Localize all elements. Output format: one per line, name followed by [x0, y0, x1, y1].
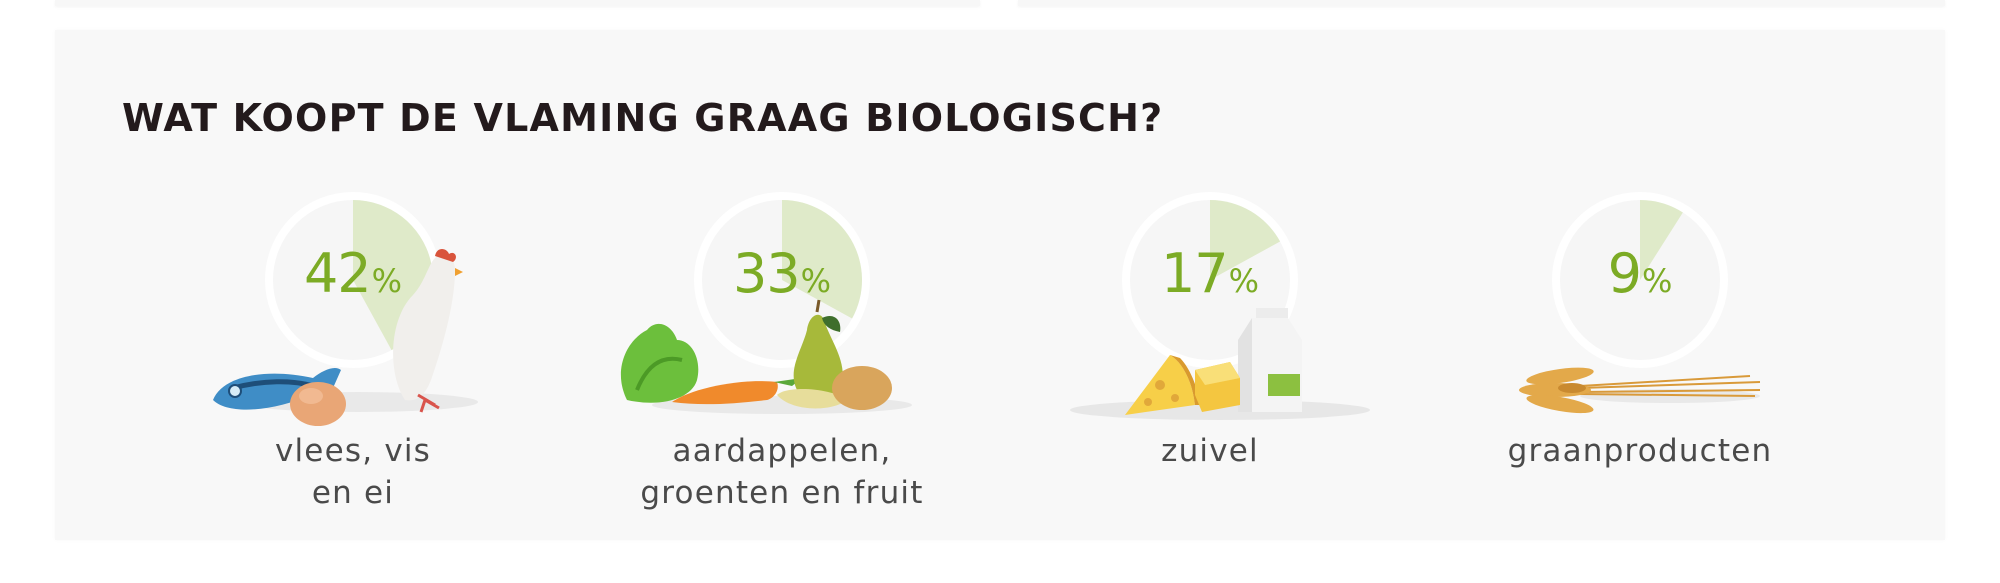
fish-egg-chicken-icon	[213, 249, 478, 426]
stat-potatoes-vegetables-fruit: 33% aardappelen, groenten en fruit	[602, 190, 962, 530]
category-label: aardappelen, groenten en fruit	[640, 433, 924, 511]
top-panel-left-edge	[55, 0, 980, 6]
stat-meat-fish-egg: 42% vlees, vis en ei	[173, 190, 533, 530]
organic-purchases-panel: WAT KOOPT DE VLAMING GRAAG BIOLOGISCH? 4…	[55, 30, 1945, 540]
percent-value: 17%	[1160, 242, 1260, 305]
vegetables-fruit-icon	[620, 299, 912, 414]
pie-indicator: 9%	[1550, 190, 1730, 370]
percent-value: 42%	[303, 242, 403, 305]
top-panel-right-edge	[1018, 0, 1945, 6]
percent-value: 33%	[732, 242, 832, 305]
stat-grain-products: 9% graanproducten	[1460, 190, 1820, 530]
percent-value: 9%	[1607, 242, 1673, 305]
category-label: vlees, vis en ei	[274, 433, 432, 511]
panel-title: WAT KOOPT DE VLAMING GRAAG BIOLOGISCH?	[122, 96, 1164, 140]
cheese-milk-icon	[1070, 308, 1370, 420]
wheat-icon	[1519, 367, 1761, 414]
pie-chart-icon	[1552, 192, 1728, 368]
category-label: graanproducten	[1507, 433, 1773, 469]
category-label: zuivel	[1161, 433, 1259, 469]
stat-dairy: 17% zuivel	[1030, 190, 1390, 530]
